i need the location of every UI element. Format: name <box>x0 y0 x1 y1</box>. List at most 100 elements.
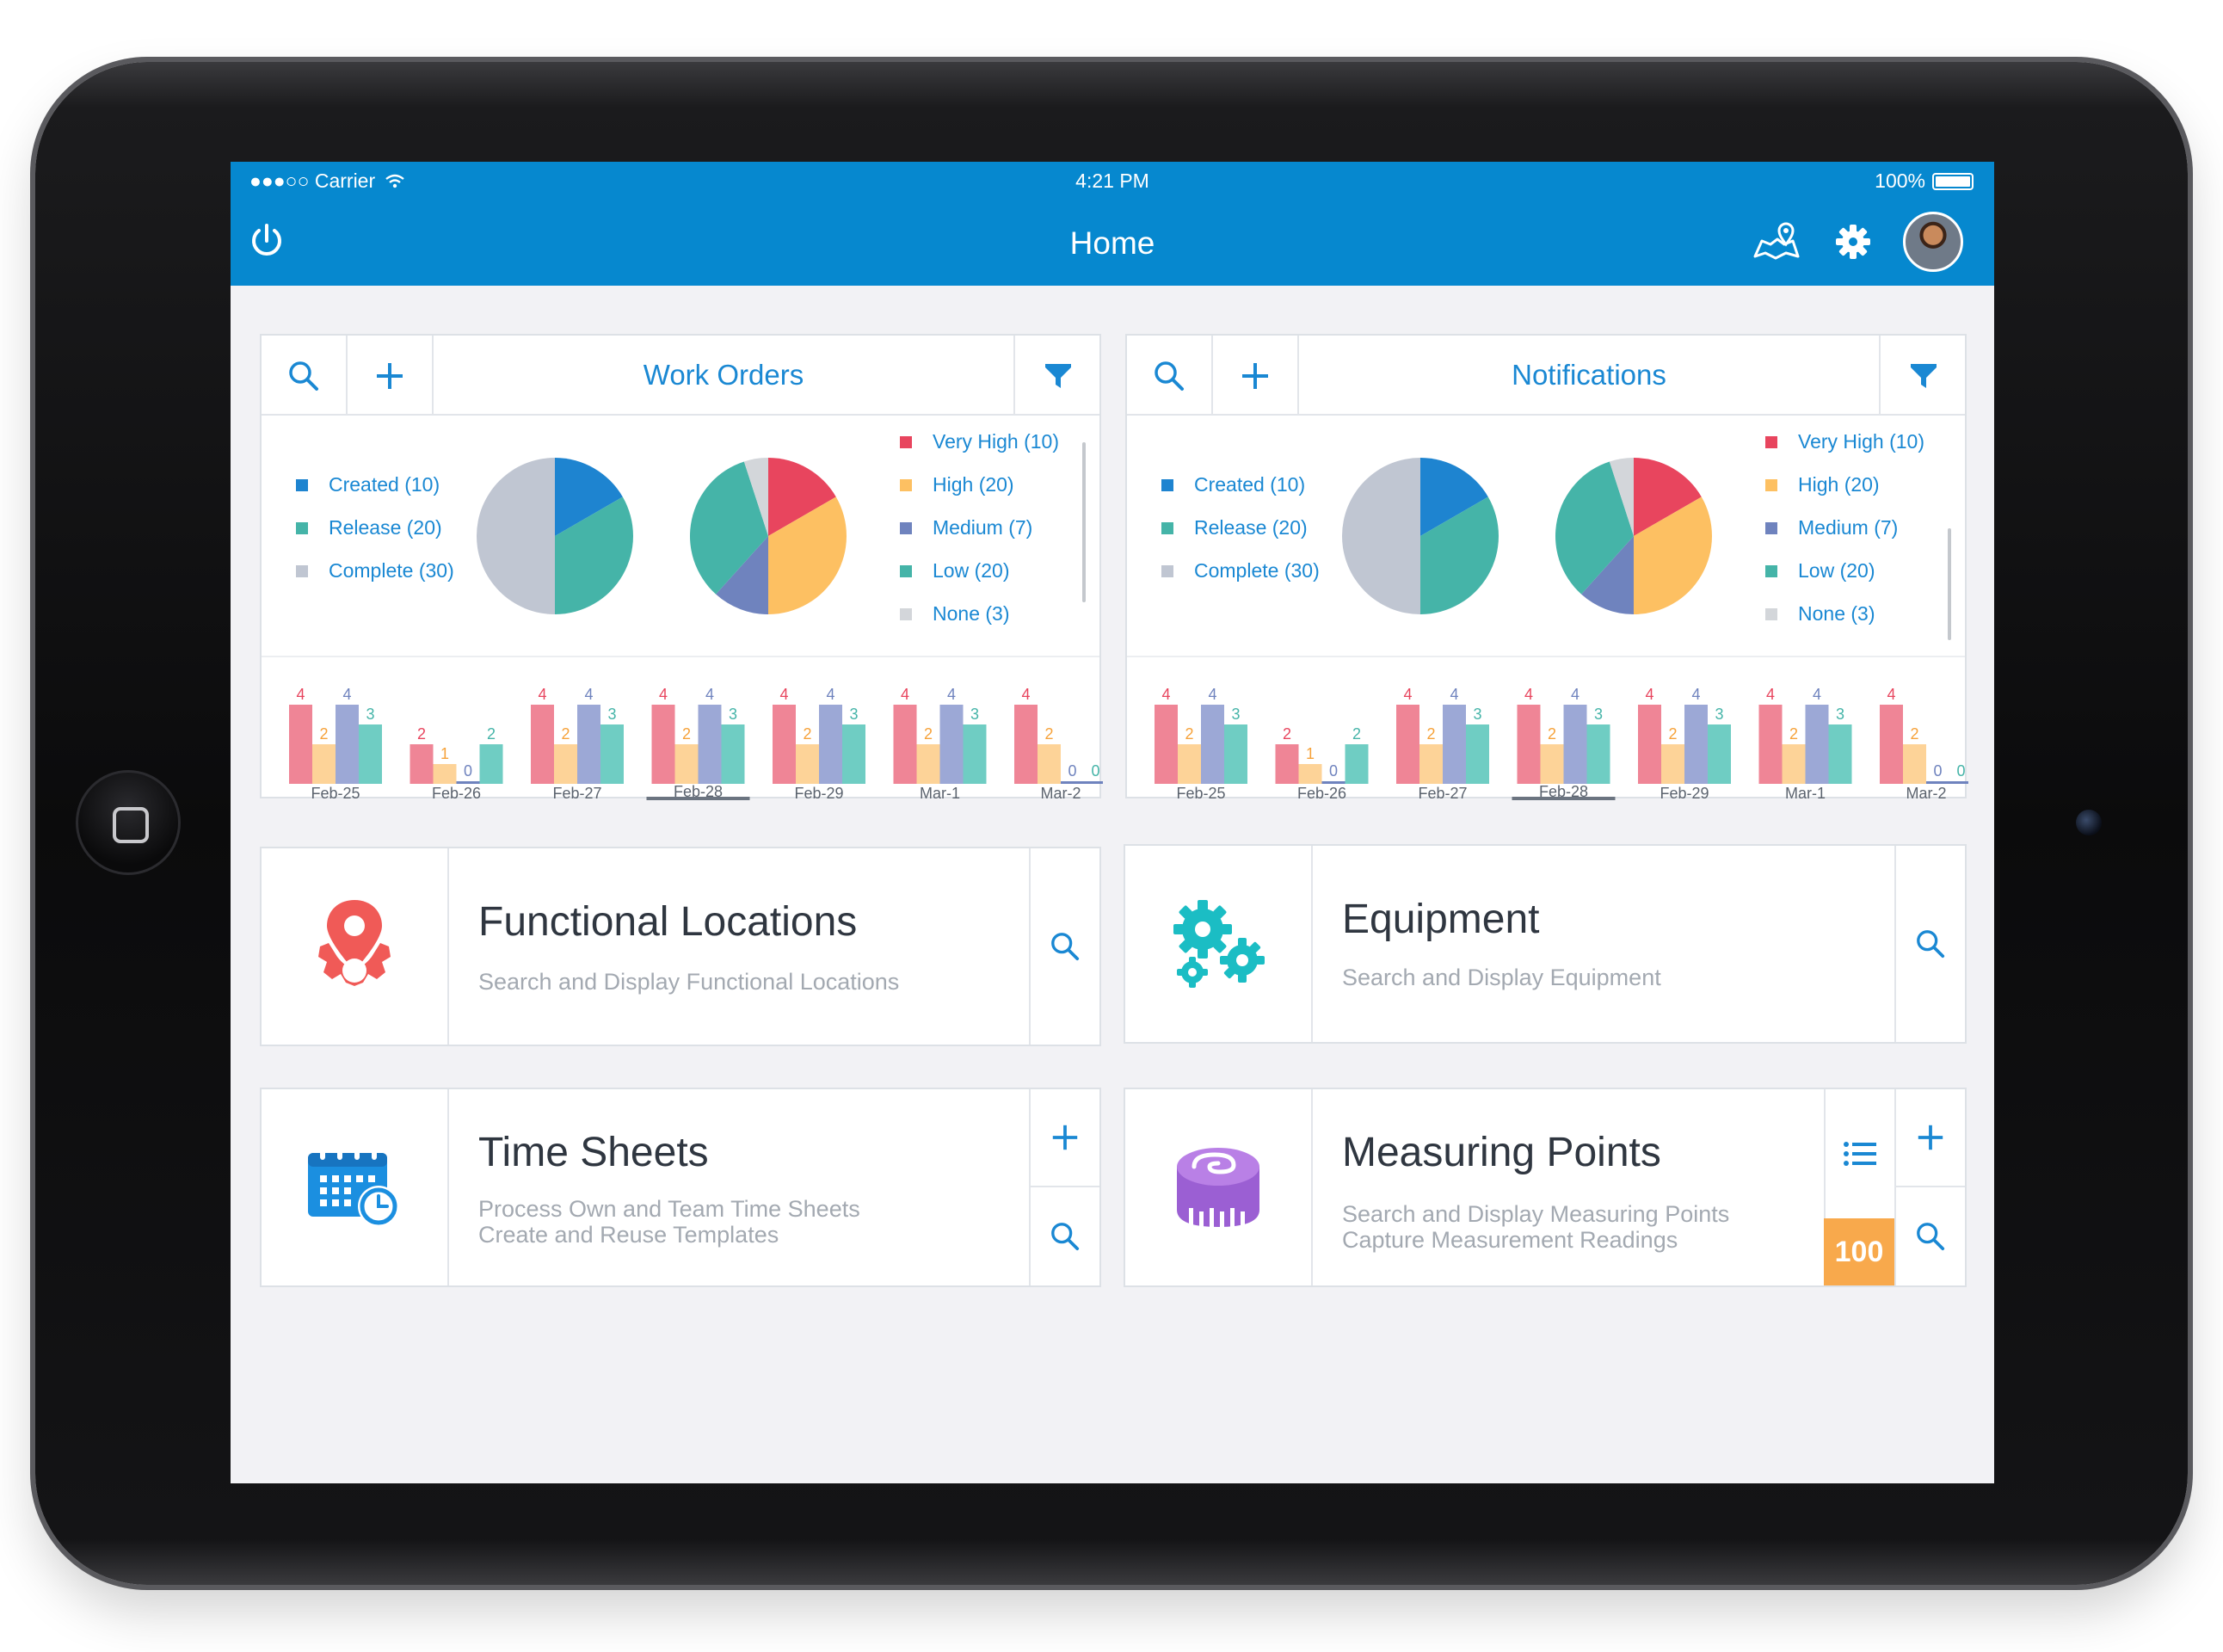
bar[interactable] <box>1014 705 1038 784</box>
bar[interactable] <box>842 724 865 784</box>
legend-item[interactable]: Very High (10) <box>900 430 1059 453</box>
x-axis-label[interactable]: Feb-29 <box>794 785 843 800</box>
legend-item[interactable]: Complete (30) <box>296 559 454 583</box>
time-sheets-search-button[interactable] <box>1029 1187 1099 1285</box>
bar[interactable] <box>1178 744 1201 784</box>
bar[interactable] <box>1517 705 1541 784</box>
bar[interactable] <box>1661 744 1684 784</box>
x-axis-label[interactable]: Feb-28 <box>1539 783 1588 800</box>
x-axis-label[interactable]: Mar-2 <box>1040 785 1081 800</box>
bar[interactable] <box>1638 705 1661 784</box>
legend-item[interactable]: None (3) <box>900 602 1009 626</box>
bar[interactable] <box>819 705 842 784</box>
pie-slice-none[interactable] <box>1609 458 1634 536</box>
bar[interactable] <box>1443 705 1466 784</box>
bar[interactable] <box>1155 705 1178 784</box>
legend-item[interactable]: High (20) <box>900 473 1014 496</box>
legend-item[interactable]: Medium (7) <box>1765 516 1898 539</box>
bar[interactable] <box>1805 705 1829 784</box>
bar[interactable] <box>1684 705 1708 784</box>
bar[interactable] <box>721 724 745 784</box>
bar[interactable] <box>1926 781 1949 784</box>
legend-item[interactable]: Very High (10) <box>1765 430 1924 453</box>
x-axis-label[interactable]: Feb-25 <box>1176 785 1225 800</box>
bar[interactable] <box>796 744 819 784</box>
work-orders-search-button[interactable] <box>262 336 348 416</box>
map-pin-icon[interactable] <box>1752 219 1800 263</box>
bar[interactable] <box>1828 724 1852 784</box>
bar[interactable] <box>1758 705 1783 784</box>
bar[interactable] <box>336 705 359 784</box>
legend-item[interactable]: None (3) <box>1765 602 1875 626</box>
work-orders-status-pie[interactable] <box>475 456 635 616</box>
bar[interactable] <box>674 744 699 784</box>
bar[interactable] <box>1201 705 1224 784</box>
gear-icon[interactable] <box>1834 223 1872 261</box>
bar[interactable] <box>1298 764 1322 784</box>
pie-slice-very-high[interactable] <box>768 458 836 536</box>
avatar[interactable] <box>1903 212 1963 272</box>
functional-locations-tile[interactable]: Functional Locations Search and Display … <box>260 847 1101 1046</box>
pie-slice-very-high[interactable] <box>1634 458 1702 536</box>
bar[interactable] <box>1540 744 1564 784</box>
legend-item[interactable]: Medium (7) <box>900 516 1032 539</box>
pie-slice-medium[interactable] <box>1581 536 1634 614</box>
x-axis-label[interactable]: Feb-27 <box>1418 785 1467 800</box>
bar[interactable] <box>600 724 624 784</box>
x-axis-label[interactable]: Feb-28 <box>674 783 723 800</box>
x-axis-label[interactable]: Feb-27 <box>552 785 601 800</box>
bar[interactable] <box>963 724 987 784</box>
notifications-add-button[interactable] <box>1213 336 1299 416</box>
pie-slice-none[interactable] <box>743 458 768 536</box>
x-axis-label[interactable]: Feb-29 <box>1660 785 1709 800</box>
equipment-search-button[interactable] <box>1894 846 1965 1042</box>
legend-item[interactable]: Created (10) <box>1161 473 1305 496</box>
bar[interactable] <box>1949 781 1968 784</box>
notifications-status-pie[interactable] <box>1340 456 1500 616</box>
time-sheets-tile[interactable]: Time Sheets Process Own and Team Time Sh… <box>260 1088 1101 1287</box>
legend-scrollbar[interactable] <box>1082 442 1086 602</box>
work-orders-priority-pie[interactable] <box>688 456 848 616</box>
bar[interactable] <box>1880 705 1903 784</box>
legend-item[interactable]: Complete (30) <box>1161 559 1320 583</box>
bar[interactable] <box>289 705 312 784</box>
bar[interactable] <box>1345 744 1369 784</box>
bar[interactable] <box>698 705 722 784</box>
legend-item[interactable]: Created (10) <box>296 473 440 496</box>
bar[interactable] <box>1903 744 1926 784</box>
pie-slice-complete[interactable] <box>1342 458 1420 614</box>
time-sheets-add-button[interactable] <box>1029 1089 1099 1187</box>
bar[interactable] <box>479 744 503 784</box>
x-axis-label[interactable]: Feb-26 <box>1297 785 1346 800</box>
bar[interactable] <box>577 705 600 784</box>
bar[interactable] <box>410 744 434 784</box>
bar[interactable] <box>1061 781 1084 784</box>
pie-slice-high[interactable] <box>1634 496 1712 615</box>
measuring-points-tile[interactable]: Measuring Points Search and Display Meas… <box>1124 1088 1967 1287</box>
measuring-points-add-button[interactable] <box>1894 1089 1965 1187</box>
pie-slice-medium[interactable] <box>716 536 768 614</box>
bar[interactable] <box>1275 744 1299 784</box>
bar[interactable] <box>1563 705 1587 784</box>
bar[interactable] <box>1419 744 1443 784</box>
home-button[interactable] <box>76 770 181 875</box>
bar[interactable] <box>456 781 480 784</box>
bar[interactable] <box>651 705 675 784</box>
notifications-search-button[interactable] <box>1127 336 1213 416</box>
legend-item[interactable]: Release (20) <box>1161 516 1308 539</box>
bar[interactable] <box>773 705 796 784</box>
pie-slice-created[interactable] <box>1420 458 1488 536</box>
measuring-points-list-button[interactable] <box>1824 1089 1894 1218</box>
pie-slice-release[interactable] <box>1420 496 1499 615</box>
bar[interactable] <box>1708 724 1731 784</box>
bar[interactable] <box>916 744 940 784</box>
bar[interactable] <box>1038 744 1061 784</box>
bar[interactable] <box>893 705 917 784</box>
work-orders-filter-button[interactable] <box>1013 336 1099 416</box>
bar[interactable] <box>433 764 457 784</box>
bar[interactable] <box>1782 744 1806 784</box>
x-axis-label[interactable]: Mar-1 <box>920 785 960 800</box>
measuring-points-search-button[interactable] <box>1894 1187 1965 1285</box>
work-orders-add-button[interactable] <box>348 336 434 416</box>
bar[interactable] <box>359 724 382 784</box>
